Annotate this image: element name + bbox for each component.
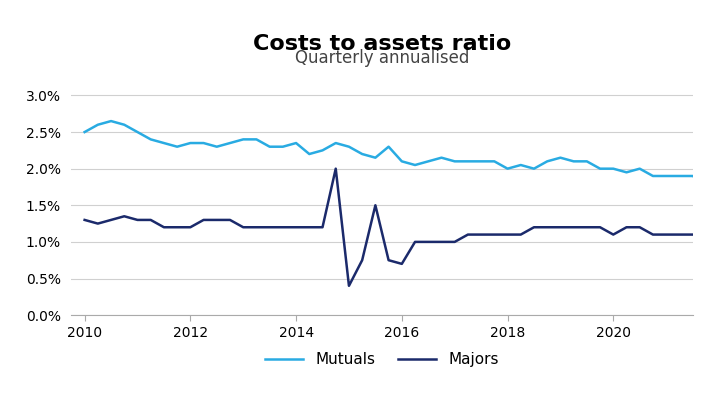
Mutuals [81, 130, 89, 135]
Line: Mutuals: Mutuals [85, 121, 714, 198]
Line: Majors: Majors [85, 168, 714, 286]
Text: Quarterly annualised: Quarterly annualised [295, 49, 469, 67]
Majors [463, 232, 472, 237]
Majors [318, 225, 327, 229]
Mutuals [503, 166, 512, 171]
Mutuals [146, 137, 155, 142]
Majors [543, 225, 551, 229]
Mutuals [331, 141, 340, 145]
Majors [424, 240, 433, 244]
Legend: Mutuals, Majors: Mutuals, Majors [258, 346, 506, 373]
Majors [516, 232, 525, 237]
Majors [345, 284, 353, 288]
Mutuals [411, 162, 419, 167]
Mutuals [530, 166, 538, 171]
Majors [134, 217, 142, 222]
Mutuals [107, 119, 116, 124]
Majors [81, 217, 89, 222]
Title: Costs to assets ratio: Costs to assets ratio [253, 34, 511, 54]
Mutuals [451, 159, 459, 164]
Majors [331, 166, 340, 171]
